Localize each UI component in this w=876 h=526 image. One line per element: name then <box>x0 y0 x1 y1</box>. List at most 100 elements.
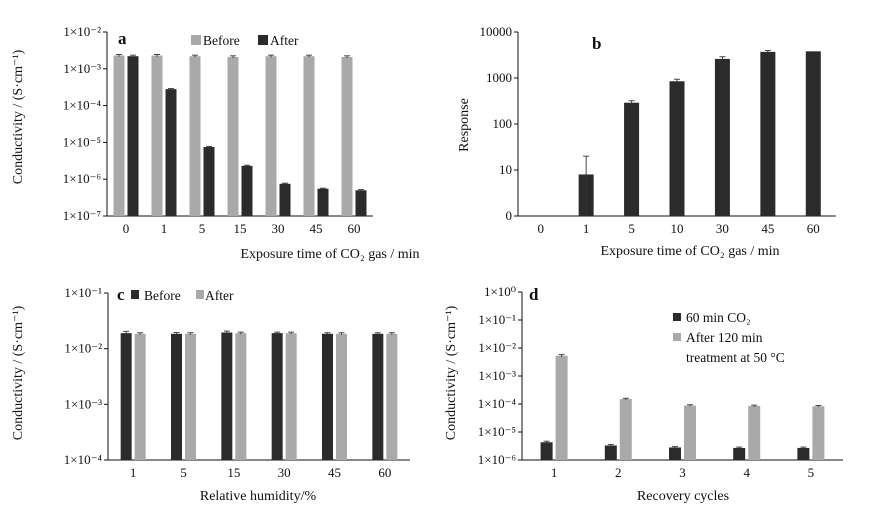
y-tick-label: 1×10⁻² <box>478 340 516 355</box>
y-tick-label: 1×10⁻⁷ <box>63 208 101 223</box>
legend-label-after: After <box>205 288 234 303</box>
y-tick-label: 1×10⁻³ <box>478 368 516 383</box>
bar <box>165 89 177 216</box>
legend-swatch-after <box>258 35 268 45</box>
bar <box>203 146 215 216</box>
panel-label-d: d <box>529 285 539 304</box>
y-tick-label: 0 <box>506 208 513 223</box>
y-tick-label: 1000 <box>486 70 512 85</box>
bar <box>684 405 696 460</box>
bar <box>555 355 568 460</box>
legend-label-before: Before <box>203 33 240 48</box>
panel-label-b: b <box>592 34 601 53</box>
x-axis-label-d: Recovery cycles <box>637 489 729 504</box>
legend-label-after: After <box>270 33 299 48</box>
x-tick-label: 1 <box>551 465 558 480</box>
panel-b: b 0 10 100 1000 10000 0 1 5 10 30 45 60 Exposure t… <box>457 24 836 259</box>
bar <box>372 333 384 460</box>
bar <box>120 333 132 460</box>
x-tick-label: 2 <box>615 465 622 480</box>
bar <box>604 445 617 460</box>
x-tick-label: 45 <box>310 221 323 236</box>
x-tick-label: 30 <box>278 465 291 480</box>
x-tick-label: 5 <box>199 221 206 236</box>
y-tick-label: 1×10⁻⁴ <box>478 396 517 411</box>
bar <box>317 188 329 216</box>
panel-label-c: c <box>117 285 125 304</box>
bar <box>171 333 182 460</box>
bar <box>189 56 201 216</box>
x-tick-label: 60 <box>807 221 820 236</box>
x-tick-label: 30 <box>716 221 729 236</box>
x-tick-label: 5 <box>180 465 187 480</box>
y-tick-label: 1×10⁻⁶ <box>63 171 101 186</box>
legend-label-recovered-1: After 120 min <box>686 330 763 345</box>
legend-label-co2: 60 min CO₂ <box>686 310 751 325</box>
x-tick-label: 15 <box>227 465 240 480</box>
y-axis-label-b: Response <box>457 98 472 152</box>
panel-a: a 1×10⁻⁷ 1×10⁻⁶ 1×10⁻⁵ 1×10⁻⁴ 1×10⁻³ 1×10⁻² 0… <box>11 24 420 262</box>
x-tick-label: 0 <box>537 221 544 236</box>
y-tick-label: 1×10⁻³ <box>63 61 101 76</box>
legend-swatch-before <box>131 290 139 299</box>
y-tick-label: 1×10⁻² <box>63 24 101 39</box>
bar <box>336 333 347 460</box>
y-tick-label: 1×10⁻⁴ <box>63 98 102 113</box>
bar <box>341 56 353 217</box>
x-tick-label: 1 <box>583 221 590 236</box>
y-tick-label: 1×10⁻⁴ <box>64 452 103 467</box>
x-tick-label: 5 <box>808 465 815 480</box>
x-tick-label: 3 <box>679 465 686 480</box>
legend-swatch-co2 <box>673 313 681 321</box>
legend-swatch-before <box>191 35 201 45</box>
x-tick-label: 0 <box>123 221 130 236</box>
x-tick-label: 1 <box>161 221 168 236</box>
x-tick-label: 30 <box>272 221 285 236</box>
x-tick-label: 10 <box>671 221 684 236</box>
y-axis-label-a: Conductivity / (S·cm⁻¹) <box>11 49 26 184</box>
y-tick-label: 1×10⁰ <box>484 284 516 299</box>
panel-c: c 1×10⁻⁴1×10⁻³1×10⁻²1×10⁻¹ 1 5 15 30 45 60 Re… <box>11 285 410 504</box>
bar <box>113 55 125 216</box>
y-tick-label: 1×10⁻¹ <box>478 312 516 327</box>
y-tick-label: 1×10⁻⁶ <box>478 452 516 467</box>
bar <box>265 56 277 216</box>
x-tick-label: 60 <box>378 465 391 480</box>
bar <box>279 183 291 216</box>
bar <box>760 51 776 217</box>
bar <box>185 333 196 460</box>
bar <box>669 81 685 216</box>
bar <box>271 333 283 460</box>
bar <box>812 406 825 460</box>
y-tick-label: 10000 <box>480 24 513 39</box>
bar <box>355 190 367 216</box>
y-tick-label: 1×10⁻² <box>64 341 102 356</box>
legend-label-recovered-2: treatment at 50 °C <box>686 350 785 365</box>
bar <box>386 333 398 460</box>
legend-a: Before After <box>191 33 299 48</box>
legend-swatch-after <box>196 290 204 299</box>
x-tick-label: 60 <box>348 221 361 236</box>
y-axis-label-c: Conductivity / (S·cm⁻¹) <box>11 305 26 440</box>
bar <box>151 55 163 216</box>
y-axis-label-d: Conductivity / (S·cm⁻¹) <box>444 305 459 440</box>
bar <box>797 447 810 460</box>
bar <box>227 56 239 217</box>
x-tick-label: 15 <box>234 221 247 236</box>
bar <box>714 58 730 216</box>
panel-label-a: a <box>118 29 127 48</box>
bar <box>241 165 253 216</box>
y-tick-label: 1×10⁻⁵ <box>63 134 101 149</box>
bar <box>285 333 297 460</box>
bar <box>221 332 233 460</box>
x-tick-label: 5 <box>628 221 635 236</box>
legend-d: 60 min CO₂ After 120 min treatment at 50… <box>673 310 785 365</box>
x-tick-label: 4 <box>743 465 750 480</box>
bar <box>619 399 632 460</box>
bar <box>322 333 333 460</box>
y-tick-label: 100 <box>493 116 513 131</box>
panel-d: d 1×10⁻⁶ 1×10⁻⁵ 1×10⁻⁴ 1×10⁻³ 1×10⁻² 1×10⁻¹ 1×… <box>444 284 843 504</box>
bar <box>303 56 315 216</box>
bar <box>134 333 146 460</box>
